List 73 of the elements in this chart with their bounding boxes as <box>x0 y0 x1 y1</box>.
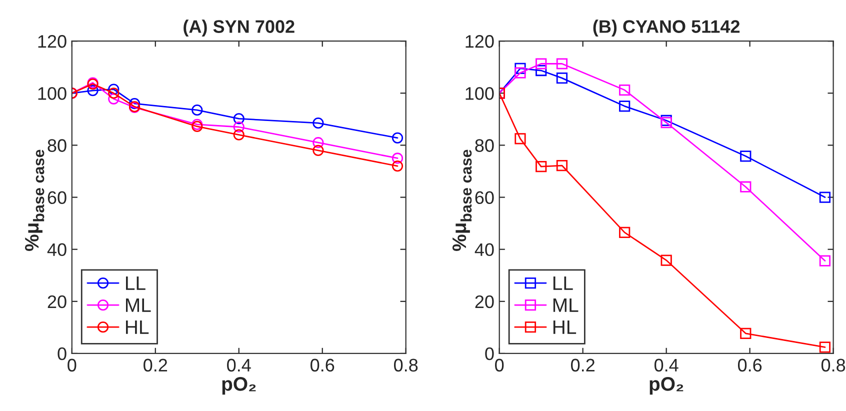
point <box>192 104 203 116</box>
x-tick-label: 0.6 <box>738 358 762 372</box>
x-tick-label: 0.8 <box>821 358 846 372</box>
y-tick-label: 20 <box>48 295 66 308</box>
y-tick-label: 40 <box>47 243 66 256</box>
point <box>392 152 404 164</box>
point <box>514 67 526 78</box>
point <box>740 150 752 162</box>
point <box>819 342 831 353</box>
point <box>392 132 404 144</box>
y-axis-title: %μbase case <box>452 150 472 251</box>
x-axis-title: pO₂ <box>650 377 684 395</box>
point <box>108 88 120 99</box>
point <box>312 144 324 156</box>
x-tick-label: 0.2 <box>571 358 594 372</box>
y-tick-label: 60 <box>475 191 494 204</box>
legend-label: HL <box>126 320 149 334</box>
point <box>619 84 630 96</box>
point <box>536 64 547 76</box>
y-tick-label: 0 <box>58 347 66 360</box>
point <box>740 181 752 192</box>
x-tick-label: 0 <box>495 358 504 372</box>
point <box>108 93 120 104</box>
point <box>619 226 630 238</box>
x-tick-label: 0.4 <box>654 358 678 372</box>
point <box>233 113 244 124</box>
x-tick-label: 0.2 <box>144 358 168 372</box>
point <box>660 117 672 128</box>
point <box>536 58 547 70</box>
y-tick-label: 100 <box>38 87 66 100</box>
point <box>128 98 140 110</box>
chart-title: (B) CYANO 51142 <box>593 20 740 37</box>
x-tick-label: 0.4 <box>227 358 251 372</box>
y-axis-title: %μbase case <box>24 150 44 251</box>
y-tick-label: 60 <box>48 191 66 204</box>
point <box>87 85 98 96</box>
point <box>514 62 526 74</box>
x-tick-label: 0 <box>68 358 76 372</box>
point <box>392 160 404 172</box>
y-tick-label: 120 <box>466 35 494 48</box>
point <box>619 100 630 112</box>
y-tick-label: 20 <box>475 295 494 308</box>
x-tick-label: 0.8 <box>394 358 418 372</box>
legend-label: LL <box>553 276 573 290</box>
legend-label: LL <box>126 276 146 290</box>
point <box>192 118 203 130</box>
point <box>556 58 568 70</box>
point <box>192 120 203 132</box>
point <box>233 129 244 140</box>
y-tick-label: 80 <box>475 139 494 152</box>
y-tick-label: 0 <box>485 347 494 360</box>
point <box>556 160 568 172</box>
point <box>819 192 831 203</box>
legend-label: HL <box>553 320 576 334</box>
point <box>556 72 568 84</box>
y-tick-label: 100 <box>466 87 494 100</box>
point <box>312 118 324 129</box>
point <box>660 254 672 266</box>
legend-label: ML <box>126 298 151 312</box>
point <box>312 137 324 148</box>
point <box>514 133 526 144</box>
point <box>536 161 547 172</box>
x-axis-title: pO₂ <box>222 377 256 395</box>
y-tick-label: 80 <box>48 139 66 152</box>
point <box>740 328 752 339</box>
x-tick-label: 0.6 <box>310 358 334 372</box>
point <box>233 121 244 133</box>
point <box>819 255 831 266</box>
chart-title: (A) SYN 7002 <box>184 20 294 37</box>
y-tick-label: 120 <box>38 35 66 48</box>
point <box>108 84 120 95</box>
legend-label: ML <box>553 298 578 312</box>
y-tick-label: 40 <box>474 243 494 256</box>
